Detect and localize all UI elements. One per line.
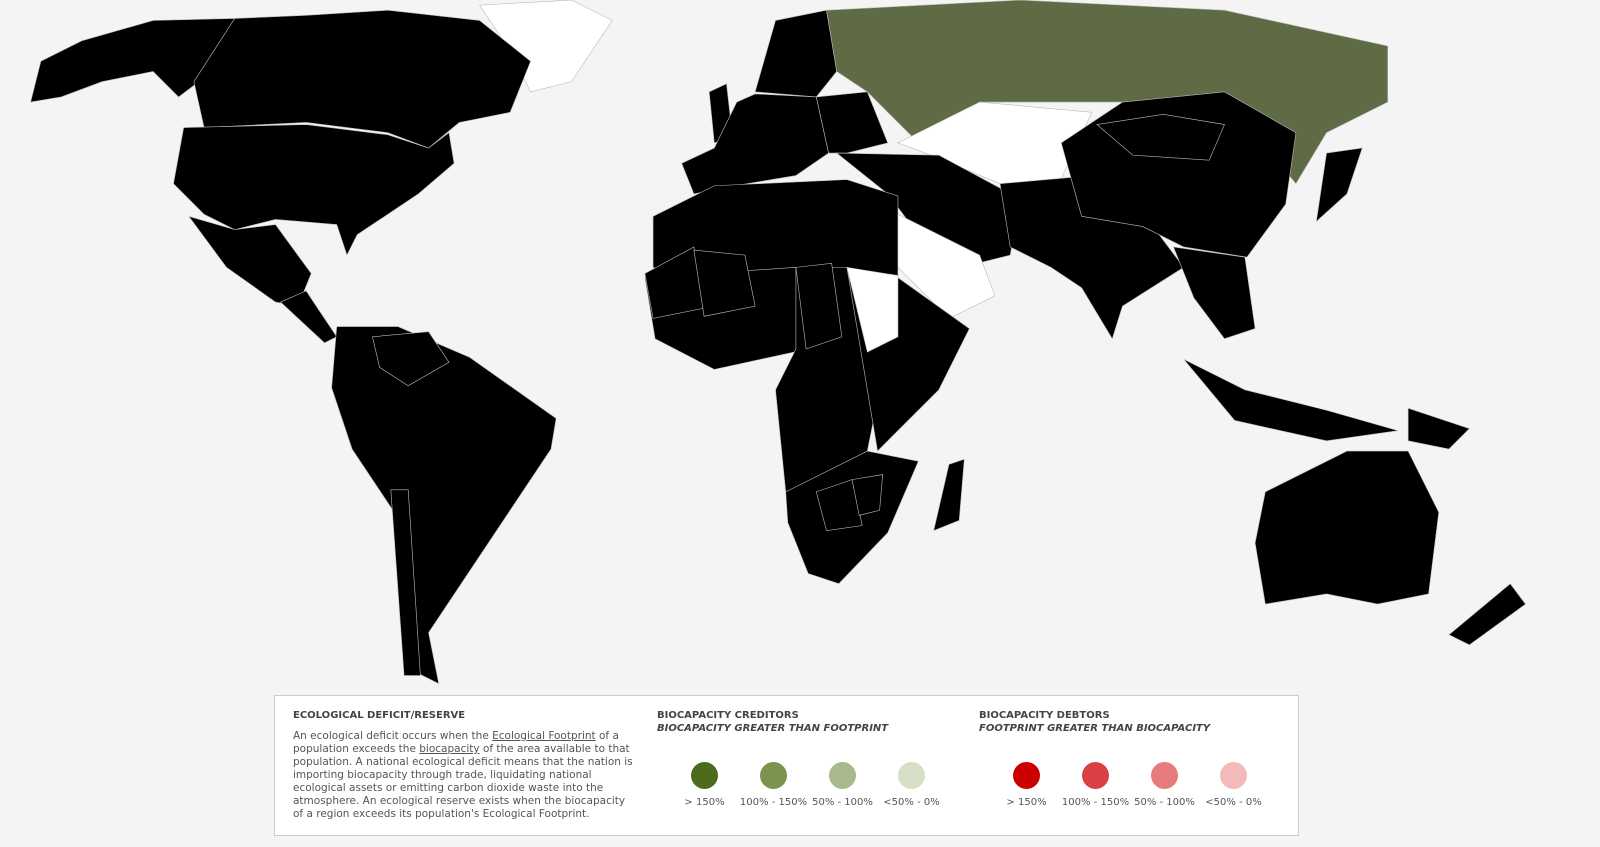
legend-swatch [898, 762, 925, 789]
legend-label: 100% - 150% [739, 797, 808, 808]
legend-label: <50% - 0% [883, 797, 940, 808]
text: of the area available to that population… [293, 743, 633, 820]
indonesia [1183, 358, 1399, 442]
legend-item: 50% - 100% [808, 762, 877, 808]
legend-items: > 150% 100% - 150% 50% - 100% <50% - 0% [992, 762, 1268, 808]
legend-item: 100% - 150% [739, 762, 808, 808]
legend-label: 100% - 150% [1061, 797, 1130, 808]
text: of a population exceeds the [293, 730, 619, 755]
europe [681, 93, 829, 195]
venezuela [372, 331, 450, 387]
link[interactable]: Ecological Footprint [492, 730, 596, 742]
legend-item: 100% - 150% [1061, 762, 1130, 808]
mexico [187, 215, 312, 307]
zimbabwe [851, 474, 883, 516]
description: An ecological deficit occurs when the Ec… [293, 730, 638, 821]
legend-item: <50% - 0% [877, 762, 946, 808]
sudan [846, 267, 899, 353]
legend-swatch [829, 762, 856, 789]
legend-label: > 150% [684, 797, 725, 808]
png [1407, 407, 1470, 450]
legend-swatch [691, 762, 718, 789]
group-subheading: BIOCAPACITY GREATER THAN FOOTPRINT [657, 723, 889, 734]
group-heading: BIOCAPACITY CREDITORS [657, 710, 799, 721]
central-america [280, 290, 338, 344]
southeast-asia [1172, 246, 1256, 340]
scandinavia [754, 9, 838, 98]
mongolia [1096, 114, 1225, 161]
australia [1254, 450, 1440, 605]
legend-item: > 150% [992, 762, 1061, 808]
legend-label: <50% - 0% [1205, 797, 1262, 808]
legend-item: > 150% [670, 762, 739, 808]
legend-label: > 150% [1006, 797, 1047, 808]
link[interactable]: biocapacity [419, 743, 480, 755]
group-subheading: FOOTPRINT GREATER THAN BIOCAPACITY [979, 723, 1211, 734]
legend-item: <50% - 0% [1199, 762, 1268, 808]
legend-swatch [1151, 762, 1178, 789]
legend-swatch [1013, 762, 1040, 789]
legend-swatch [1220, 762, 1247, 789]
legend-item: 50% - 100% [1130, 762, 1199, 808]
usa [173, 124, 455, 256]
legend-label: 50% - 100% [1134, 797, 1195, 808]
alaska [30, 18, 236, 103]
chad [795, 262, 843, 350]
group-heading: BIOCAPACITY DEBTORS [979, 710, 1110, 721]
japan [1315, 147, 1363, 223]
mali [693, 249, 756, 317]
botswana [815, 479, 863, 531]
legend-title: ECOLOGICAL DEFICIT/RESERVE [293, 710, 466, 721]
legend-items: > 150% 100% - 150% 50% - 100% <50% - 0% [670, 762, 946, 808]
legend: ECOLOGICAL DEFICIT/RESERVE An ecological… [274, 695, 1299, 836]
legend-swatch [1082, 762, 1109, 789]
text: An ecological deficit occurs when the [293, 730, 493, 742]
chile [390, 489, 421, 676]
south-america [331, 326, 557, 685]
new-zealand [1448, 583, 1526, 646]
madagascar [933, 458, 965, 532]
eastern-europe [815, 91, 889, 154]
legend-label: 50% - 100% [812, 797, 873, 808]
legend-swatch [760, 762, 787, 789]
